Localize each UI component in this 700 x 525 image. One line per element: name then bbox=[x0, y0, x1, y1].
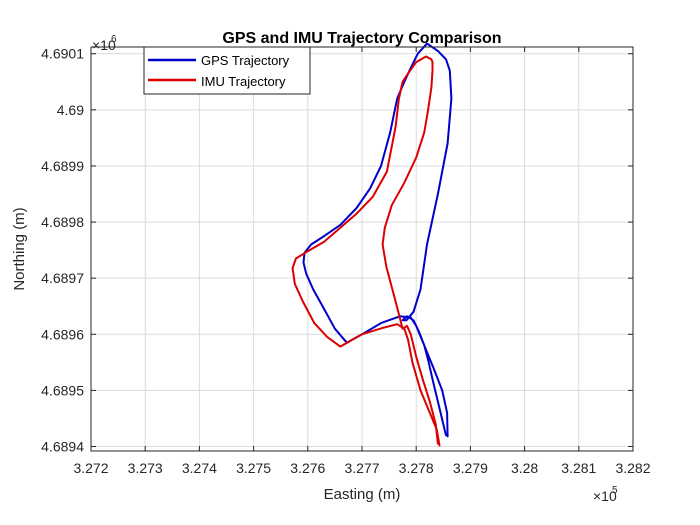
x-tick-labels: 3.272 3.273 3.274 3.275 3.276 3.277 3.278 3.279… bbox=[73, 460, 650, 476]
y-tick-label: 4.6899 bbox=[41, 158, 84, 174]
legend-label-gps: GPS Trajectory bbox=[201, 53, 290, 68]
x-tick-label: 3.276 bbox=[290, 460, 325, 476]
x-tick-label: 3.277 bbox=[344, 460, 379, 476]
legend-label-imu: IMU Trajectory bbox=[201, 74, 286, 89]
x-tick-label: 3.281 bbox=[561, 460, 596, 476]
y-axis-label: Northing (m) bbox=[11, 207, 28, 290]
y-tick-label: 4.6896 bbox=[41, 326, 84, 342]
legend-box bbox=[143, 46, 311, 95]
x-tick-label: 3.273 bbox=[128, 460, 163, 476]
y-tick-label: 4.6901 bbox=[41, 46, 84, 62]
x-exponent-power: 5 bbox=[612, 485, 618, 496]
y-tick-label: 4.6897 bbox=[41, 270, 84, 286]
x-tick-label: 3.272 bbox=[73, 460, 108, 476]
gps-trajectory-line bbox=[302, 42, 453, 438]
y-tick-labels: 4.6894 4.6895 4.6896 4.6897 4.6898 4.6899 4.69… bbox=[41, 46, 84, 455]
y-exponent-base: ×10 bbox=[92, 37, 116, 53]
x-axis-label: Easting (m) bbox=[324, 486, 401, 503]
y-tick-label: 4.6895 bbox=[41, 382, 84, 398]
y-tick-label: 4.6898 bbox=[41, 214, 84, 230]
y-exponent-power: 6 bbox=[111, 34, 117, 45]
y-tick-label: 4.69 bbox=[57, 102, 84, 118]
chart-title: GPS and IMU Trajectory Comparison bbox=[222, 30, 501, 47]
x-tick-label: 3.278 bbox=[399, 460, 434, 476]
x-exponent: ×10 5 bbox=[593, 485, 618, 504]
x-tick-label: 3.282 bbox=[615, 460, 650, 476]
imu-trajectory-line bbox=[291, 55, 441, 447]
x-tick-label: 3.279 bbox=[453, 460, 488, 476]
x-exponent-base: ×10 bbox=[593, 488, 617, 504]
series-layer bbox=[291, 42, 453, 447]
x-tick-label: 3.275 bbox=[236, 460, 271, 476]
y-exponent: ×10 6 bbox=[92, 34, 117, 53]
legend: GPS Trajectory IMU Trajectory bbox=[143, 46, 311, 95]
x-tick-label: 3.28 bbox=[511, 460, 538, 476]
y-tick-label: 4.6894 bbox=[41, 439, 84, 455]
x-tick-label: 3.274 bbox=[182, 460, 217, 476]
